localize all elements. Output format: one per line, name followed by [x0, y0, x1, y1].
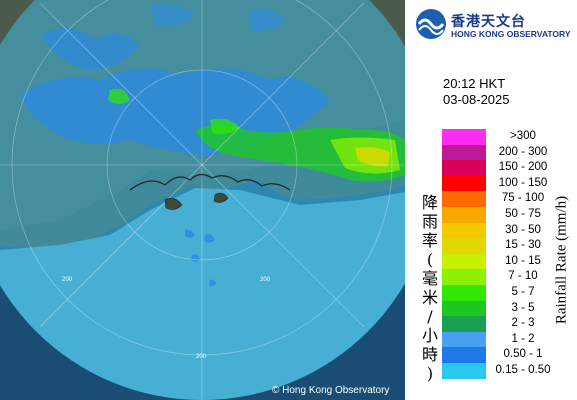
shower-cell — [209, 279, 216, 287]
rain-cell-northeast — [250, 8, 285, 32]
legend-swatch — [442, 222, 486, 239]
legend-row: 200 - 300 — [442, 144, 570, 161]
rain-cell-north — [40, 28, 140, 71]
observatory-emblem-icon — [416, 9, 446, 39]
map-copyright: © Hong Kong Observatory — [272, 385, 390, 396]
legend-row: 50 - 75 — [442, 206, 570, 223]
legend-range-label: 100 - 150 — [498, 176, 548, 189]
island — [164, 198, 183, 210]
radar-map: 200 200 200 © Hong Kong Observatory — [0, 0, 405, 400]
legend-swatch — [442, 238, 486, 254]
legend-range-label: 0.50 - 1 — [503, 348, 543, 361]
legend-swatch — [442, 284, 486, 301]
legend-range-label: 0.15 - 0.50 — [495, 363, 551, 376]
coastline — [129, 173, 291, 191]
legend-range-label: >300 — [510, 130, 536, 142]
legend-range-label: 30 - 50 — [505, 223, 541, 236]
legend-swatch — [442, 129, 486, 145]
agency-name-english: HONG KONG OBSERVATORY — [451, 29, 571, 39]
island — [213, 192, 229, 203]
legend-swatch — [442, 362, 486, 379]
legend-row: 15 - 30 — [442, 238, 570, 254]
legend-row: 30 - 50 — [442, 222, 570, 239]
legend-swatch — [442, 347, 486, 363]
legend-swatch — [442, 206, 486, 223]
legend-row: 5 - 7 — [442, 284, 570, 301]
range-rings — [0, 0, 405, 400]
range-ring-label-south: 200 — [196, 354, 207, 360]
shower-cell — [191, 254, 200, 262]
legend-row: 1 - 2 — [442, 331, 570, 348]
legend-swatch — [442, 191, 486, 207]
legend-range-label: 3 - 5 — [511, 301, 535, 314]
legend-swatch — [442, 269, 486, 285]
legend-title-english: Rainfall Rate (mm/h) — [553, 195, 570, 325]
legend-swatch — [442, 175, 486, 192]
legend-range-label: 15 - 30 — [505, 239, 541, 252]
legend-row: 10 - 15 — [442, 253, 570, 270]
observation-time: 20:12 HKT — [443, 76, 506, 91]
legend-row: 75 - 100 — [442, 191, 570, 207]
legend-row: >300 — [442, 129, 570, 145]
legend-range-label: 7 - 10 — [508, 270, 538, 283]
legend-range-label: 50 - 75 — [505, 207, 541, 220]
legend-swatch — [442, 253, 486, 270]
legend-swatch — [442, 300, 486, 317]
legend-range-label: 1 - 2 — [511, 332, 535, 345]
legend-row: 150 - 200 — [442, 160, 570, 176]
legend-swatch — [442, 331, 486, 348]
legend-range-label: 5 - 7 — [511, 285, 535, 298]
agency-name-chinese: 香港天文台 — [451, 14, 526, 30]
legend-range-label: 10 - 15 — [505, 254, 541, 267]
legend-range-label: 2 - 3 — [511, 317, 535, 330]
legend-range-label: 150 - 200 — [498, 161, 548, 174]
rain-cell-green-center — [210, 118, 240, 135]
legend-row: 3 - 5 — [442, 300, 570, 317]
rainfall-legend: >300 200 - 300 150 - 200 100 - 150 75 - 100 5… — [442, 129, 570, 379]
observation-date: 03-08-2025 — [443, 92, 510, 107]
legend-row: 0.15 - 0.50 — [442, 362, 570, 379]
legend-swatch — [442, 316, 486, 332]
legend-range-label: 200 - 300 — [498, 145, 548, 158]
legend-row: 7 - 10 — [442, 269, 570, 285]
radar-map-canvas: 200 200 200 — [0, 0, 405, 400]
range-ring-label-west: 200 — [62, 277, 73, 283]
legend-panel: 香港天文台 HONG KONG OBSERVATORY 20:12 HKT 03… — [405, 0, 577, 400]
rain-core-yellow — [355, 147, 390, 167]
legend-range-label: 75 - 100 — [501, 192, 545, 205]
rain-cell-green-west — [108, 88, 130, 104]
legend-row: 2 - 3 — [442, 316, 570, 332]
shower-cell — [204, 234, 215, 243]
agency-logo: 香港天文台 HONG KONG OBSERVATORY — [415, 8, 575, 42]
legend-row: 0.50 - 1 — [442, 347, 570, 363]
legend-row: 100 - 150 — [442, 175, 570, 192]
sea-light-rain — [0, 188, 405, 400]
legend-swatch — [442, 144, 486, 161]
legend-swatch — [442, 160, 486, 176]
rain-cell-north-2 — [150, 3, 195, 27]
shower-cell — [185, 229, 195, 238]
legend-title-chinese: 降雨率(毫米 / 小時) — [421, 193, 438, 383]
range-ring-label-east: 200 — [260, 277, 271, 283]
